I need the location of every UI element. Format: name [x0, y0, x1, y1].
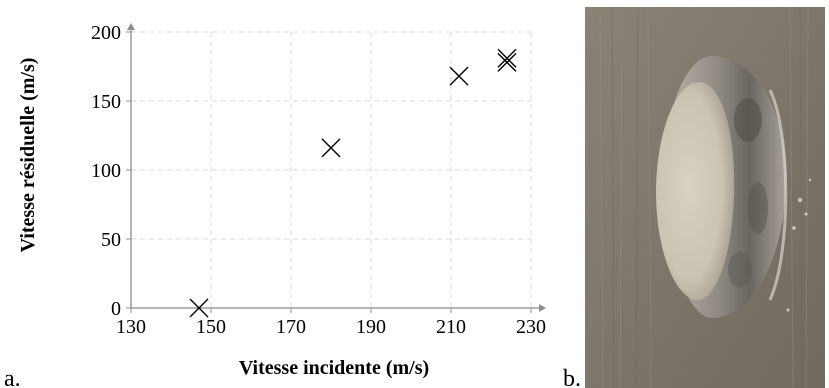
y-tick-label: 200: [91, 22, 121, 44]
y-tick-label: 150: [91, 91, 121, 113]
y-tick-labels: 0 50 100 150 200: [91, 22, 121, 320]
x-tick-label: 230: [516, 316, 546, 338]
x-tick-label: 190: [356, 316, 386, 338]
x-tick-labels: 130 150 170 190 210 230: [116, 316, 546, 338]
data-point: [497, 48, 517, 68]
data-point: [449, 66, 469, 86]
data-point: [497, 52, 517, 72]
panel-label-b: b.: [563, 366, 581, 388]
y-tick-label: 100: [91, 160, 121, 182]
grid-lines: [131, 31, 532, 308]
data-point: [189, 298, 209, 318]
axes: [126, 23, 546, 313]
y-axis-arrow: [127, 23, 135, 30]
y-axis-title: Vitesse résiduelle (m/s): [17, 58, 39, 253]
x-tick-label: 130: [116, 316, 146, 338]
x-tick-label: 210: [436, 316, 466, 338]
x-tick-label: 150: [196, 316, 226, 338]
data-points: [189, 48, 517, 318]
x-axis-arrow: [539, 304, 546, 312]
data-point: [321, 138, 341, 158]
y-tick-label: 0: [111, 298, 121, 320]
panel-label-a: a.: [4, 366, 21, 388]
y-tick-label: 50: [101, 229, 121, 251]
plate-perforation-photo: [585, 6, 825, 388]
x-tick-label: 170: [276, 316, 306, 338]
x-axis-title: Vitesse incidente (m/s): [239, 357, 429, 379]
